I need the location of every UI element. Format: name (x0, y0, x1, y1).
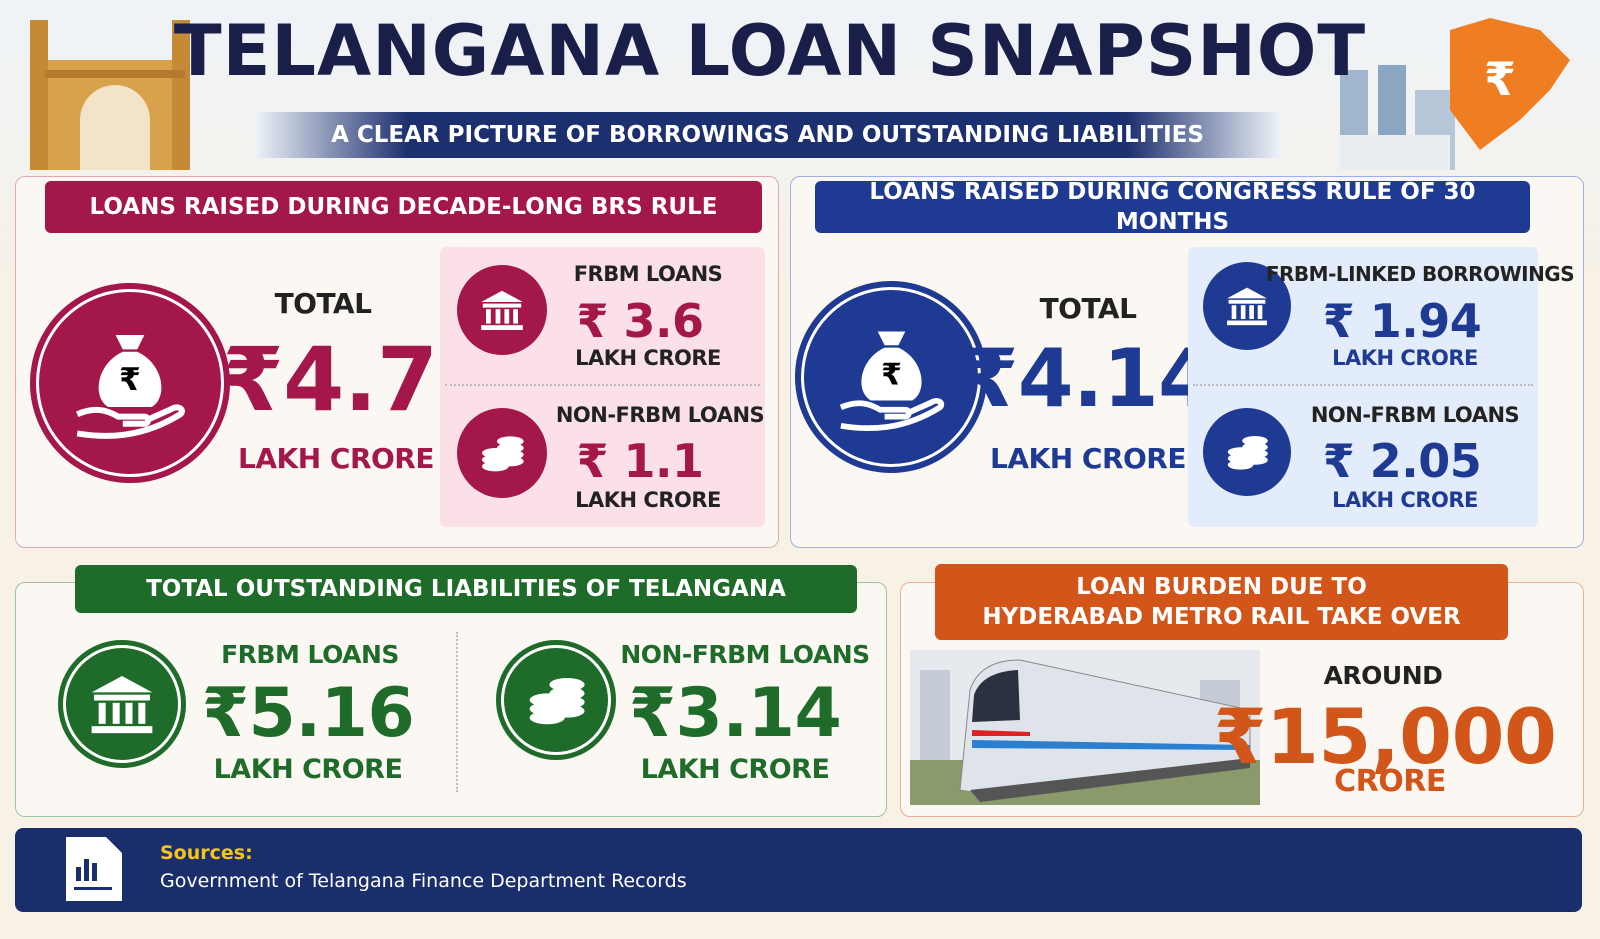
total-unit: LAKH CRORE (990, 442, 1187, 475)
item-unit: LAKH CRORE (1332, 346, 1478, 370)
coins-icon (496, 640, 616, 760)
subtitle: A CLEAR PICTURE OF BORROWINGS AND OUTSTA… (255, 112, 1280, 158)
item-value: ₹ 3.6 (576, 294, 704, 348)
item-value: ₹ 2.05 (1322, 434, 1482, 488)
bank-graphic (478, 286, 526, 334)
total-unit: LAKH CRORE (238, 442, 435, 475)
rupee-symbol-map: ₹ (1484, 52, 1516, 106)
item-unit: LAKH CRORE (575, 488, 721, 512)
metro-heading-line: LOAN BURDEN DUE TO (1076, 574, 1367, 600)
bank-icon (1203, 262, 1291, 350)
item-label: NON-FRBM LOANS (555, 403, 765, 427)
money-bag-icon (30, 283, 230, 483)
total-label: TOTAL (274, 287, 372, 320)
item-value: ₹3.14 (628, 674, 842, 753)
bank-icon (58, 640, 186, 768)
brs-heading: LOANS RAISED DURING DECADE-LONG BRS RULE (45, 181, 762, 233)
item-unit: LAKH CRORE (1332, 488, 1478, 512)
bank-graphic (1224, 283, 1270, 329)
item-label: FRBM LOANS (573, 262, 723, 286)
skyline-illustration: ₹ (1340, 18, 1570, 170)
metro-prefix: AROUND (1323, 661, 1443, 690)
coins-icon (1203, 408, 1291, 496)
item-value: ₹ 1.1 (576, 434, 704, 488)
metro-heading-line: HYDERABAD METRO RAIL TAKE OVER (982, 604, 1461, 630)
item-value: ₹ 1.94 (1322, 294, 1482, 348)
item-unit: LAKH CRORE (575, 346, 721, 370)
metro-heading: LOAN BURDEN DUE TO HYDERABAD METRO RAIL … (935, 564, 1508, 640)
coins-graphic (523, 667, 589, 733)
metro-value: ₹15,000 (1213, 692, 1557, 781)
item-label: NON-FRBM LOANS (1310, 403, 1520, 427)
total-value: ₹4.7 (222, 328, 438, 431)
coins-graphic (1223, 428, 1271, 476)
coins-graphic (477, 428, 527, 478)
congress-heading: LOANS RAISED DURING CONGRESS RULE OF 30 … (815, 179, 1530, 235)
metro-unit: CRORE (1334, 764, 1446, 799)
separator (1193, 384, 1533, 386)
bag-graphic (70, 323, 190, 443)
item-label: FRBM-LINKED BORROWINGS (1265, 262, 1575, 286)
item-label: FRBM LOANS (221, 640, 399, 669)
bag-graphic (834, 320, 949, 435)
separator (456, 632, 458, 792)
item-value: ₹5.16 (201, 674, 415, 753)
sources-text: Government of Telangana Finance Departme… (160, 870, 687, 892)
sources-label: Sources: (160, 842, 253, 864)
charminar-illustration (30, 20, 190, 170)
title: TELANGANA LOAN SNAPSHOT (173, 10, 1367, 92)
item-unit: LAKH CRORE (213, 754, 403, 785)
separator (445, 384, 760, 386)
document-icon (66, 837, 122, 901)
item-label: NON-FRBM LOANS (620, 640, 870, 669)
outstanding-heading: TOTAL OUTSTANDING LIABILITIES OF TELANGA… (75, 565, 857, 613)
money-bag-icon (795, 281, 987, 473)
total-label: TOTAL (1039, 292, 1137, 325)
bank-graphic (87, 669, 157, 739)
bank-icon (457, 265, 547, 355)
metro-train-illustration (910, 650, 1260, 805)
total-value: ₹4.14 (962, 332, 1214, 425)
sources-footer (15, 828, 1582, 912)
coins-icon (457, 408, 547, 498)
item-unit: LAKH CRORE (640, 754, 830, 785)
